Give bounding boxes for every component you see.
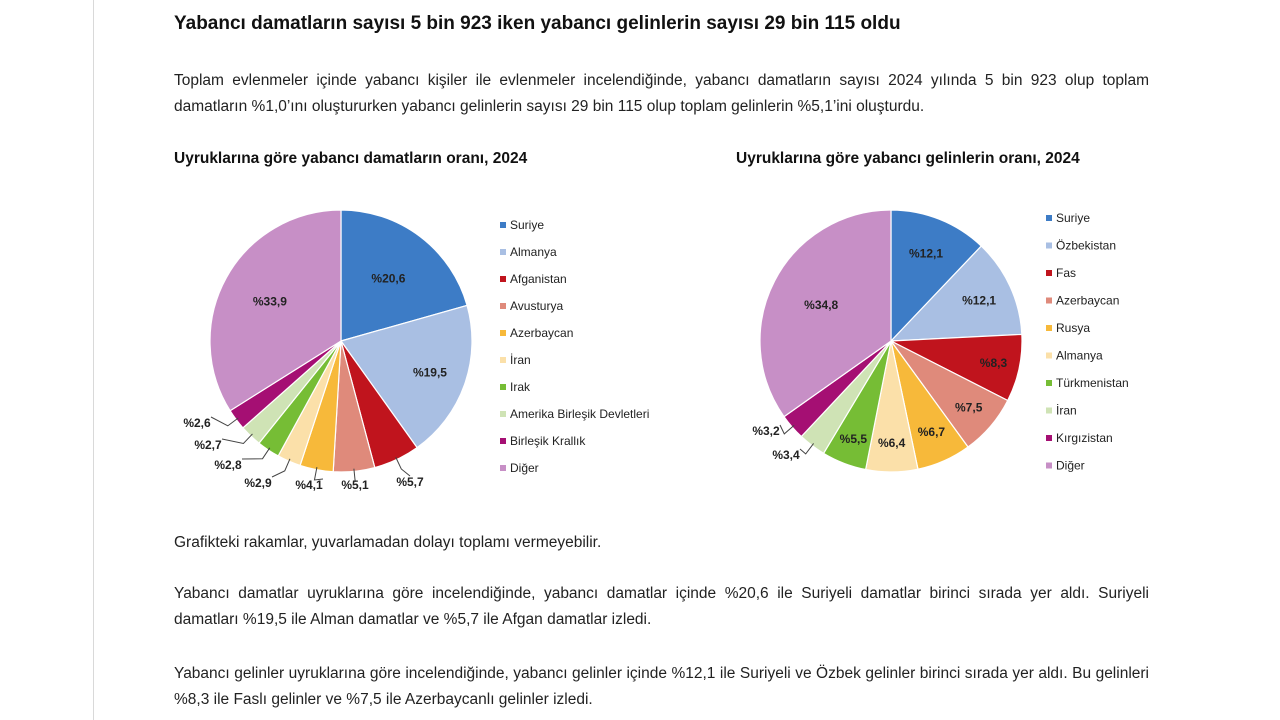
brides-legend-label-suriye: Suriye xyxy=(1056,211,1090,225)
brides-paragraph: Yabancı gelinler uyruklarına göre incele… xyxy=(174,665,1149,708)
brides-slice-label-azerbaycan: %7,5 xyxy=(955,400,983,414)
grooms-chart-title: Uyruklarına göre yabancı damatların oran… xyxy=(174,150,528,167)
grooms-legend-swatch-i-ran xyxy=(500,357,506,363)
brides-legend-swatch-fas xyxy=(1046,270,1052,276)
page-left-border xyxy=(93,0,94,720)
brides-slice-ozbekistan xyxy=(889,245,1023,342)
grooms-legend-swatch-avusturya xyxy=(500,303,506,309)
grooms-legend-label-azerbaycan: Azerbaycan xyxy=(510,326,573,340)
brides-legend-label-azerbaycan: Azerbaycan xyxy=(1056,294,1119,308)
grooms-leader-line-irak xyxy=(241,447,271,460)
brides-legend-label-almanya: Almanya xyxy=(1056,349,1103,363)
grooms-slice-label-irak: %2,8 xyxy=(214,458,242,472)
brides-legend: Suriye Özbekistan Fas Azerbaycan Rusya Almany… xyxy=(1046,211,1129,473)
grooms-slice-diger xyxy=(209,209,342,412)
grooms-legend-swatch-suriye xyxy=(500,222,506,228)
grooms-legend-swatch-afganistan xyxy=(500,276,506,282)
brides-legend-swatch-ozbekistan xyxy=(1046,242,1052,249)
grooms-legend-swatch-amerika-birlesik-devletleri xyxy=(500,411,506,417)
grooms-legend-label-amerika-birlesik-devletleri: Amerika Birleşik Devletleri xyxy=(510,407,649,421)
brides-legend-swatch-kirgizistan xyxy=(1046,435,1052,441)
grooms-slice-label-amerika-birlesik-devletleri: %2,7 xyxy=(194,438,222,452)
brides-slice-label-i-ran: %3,4 xyxy=(772,448,800,462)
brides-legend-swatch-rusya xyxy=(1046,325,1052,331)
grooms-paragraph: Yabancı damatlar uyruklarına göre incele… xyxy=(174,585,1149,628)
brides-slice-label-diger: %34,8 xyxy=(804,298,838,312)
grooms-slice-label-avusturya: %5,1 xyxy=(341,478,369,492)
brides-slice-suriye xyxy=(890,209,983,343)
grooms-slice-label-birlesik-krallik: %2,6 xyxy=(183,416,211,430)
brides-slice-label-almanya: %6,4 xyxy=(878,436,906,450)
grooms-legend-swatch-azerbaycan xyxy=(500,330,506,336)
brides-slice-diger xyxy=(759,209,892,418)
grooms-legend-swatch-irak xyxy=(500,384,506,390)
grooms-legend-label-birlesik-krallik: Birleşik Krallık xyxy=(510,434,586,448)
brides-legend-swatch-suriye xyxy=(1046,215,1052,221)
brides-legend-swatch-turkmenistan xyxy=(1046,380,1052,386)
brides-slice-label-turkmenistan: %5,5 xyxy=(840,432,868,446)
rounding-note: Grafikteki rakamlar, yuvarlamadan dolayı… xyxy=(174,534,602,551)
brides-legend-swatch-i-ran xyxy=(1046,407,1052,414)
grooms-slice-label-almanya: %19,5 xyxy=(413,365,447,379)
grooms-leader-line-azerbaycan xyxy=(313,467,324,481)
grooms-slice-suriye xyxy=(340,209,468,342)
brides-legend-swatch-almanya xyxy=(1046,352,1052,359)
brides-pie xyxy=(759,209,1023,473)
brides-legend-label-turkmenistan: Türkmenistan xyxy=(1056,376,1129,390)
grooms-legend-label-afganistan: Afganistan xyxy=(510,272,567,286)
grooms-leader-line-avusturya xyxy=(353,468,356,482)
grooms-leader-line-birlesik-krallik xyxy=(210,416,239,427)
brides-legend-swatch-azerbaycan xyxy=(1046,297,1052,304)
grooms-slice-label-azerbaycan: %4,1 xyxy=(295,478,323,492)
brides-legend-label-rusya: Rusya xyxy=(1056,321,1090,335)
brides-slice-label-fas: %8,3 xyxy=(980,356,1008,370)
grooms-legend-label-almanya: Almanya xyxy=(510,245,557,259)
grooms-legend-label-irak: Irak xyxy=(510,380,531,394)
grooms-leader-line-i-ran xyxy=(271,458,291,478)
grooms-legend: Suriye Almanya Afganistan Avusturya Azerbayc… xyxy=(500,218,649,475)
brides-legend-label-kirgizistan: Kırgızistan xyxy=(1056,431,1113,445)
brides-slice-label-kirgizistan: %3,2 xyxy=(752,424,780,438)
grooms-slice-almanya xyxy=(340,304,473,449)
grooms-legend-label-suriye: Suriye xyxy=(510,218,544,232)
brides-leader-line-i-ran xyxy=(799,443,814,455)
grooms-pie xyxy=(209,209,473,473)
grooms-legend-label-i-ran: İran xyxy=(510,353,531,367)
grooms-slice-label-i-ran: %2,9 xyxy=(244,476,272,490)
grooms-slice-label-suriye: %20,6 xyxy=(371,271,405,285)
brides-legend-label-diger: Diğer xyxy=(1056,459,1085,473)
grooms-slice-label-afganistan: %5,7 xyxy=(396,475,424,489)
brides-legend-swatch-diger xyxy=(1046,462,1052,469)
grooms-leader-line-amerika-birlesik-devletleri xyxy=(221,433,253,444)
intro-paragraph: Toplam evlenmeler içinde yabancı kişiler… xyxy=(174,72,1149,115)
brides-slice-label-ozbekistan: %12,1 xyxy=(962,294,996,308)
brides-leader-line-kirgizistan xyxy=(779,424,795,435)
brides-legend-label-ozbekistan: Özbekistan xyxy=(1056,239,1116,253)
headline: Yabancı damatların sayısı 5 bin 923 iken… xyxy=(174,13,901,34)
brides-legend-label-i-ran: İran xyxy=(1056,404,1077,418)
brides-slice-label-rusya: %6,7 xyxy=(918,425,946,439)
brides-chart-title: Uyruklarına göre yabancı gelinlerin oran… xyxy=(736,150,1080,167)
brides-slice-label-suriye: %12,1 xyxy=(909,246,943,260)
grooms-legend-swatch-almanya xyxy=(500,249,506,255)
grooms-leader-line-afganistan xyxy=(395,456,411,477)
grooms-legend-swatch-diger xyxy=(500,465,506,471)
brides-legend-label-fas: Fas xyxy=(1056,266,1076,280)
grooms-slice-label-diger: %33,9 xyxy=(253,295,287,309)
grooms-legend-label-diger: Diğer xyxy=(510,461,539,475)
grooms-legend-label-avusturya: Avusturya xyxy=(510,299,563,313)
grooms-legend-swatch-birlesik-krallik xyxy=(500,438,506,444)
